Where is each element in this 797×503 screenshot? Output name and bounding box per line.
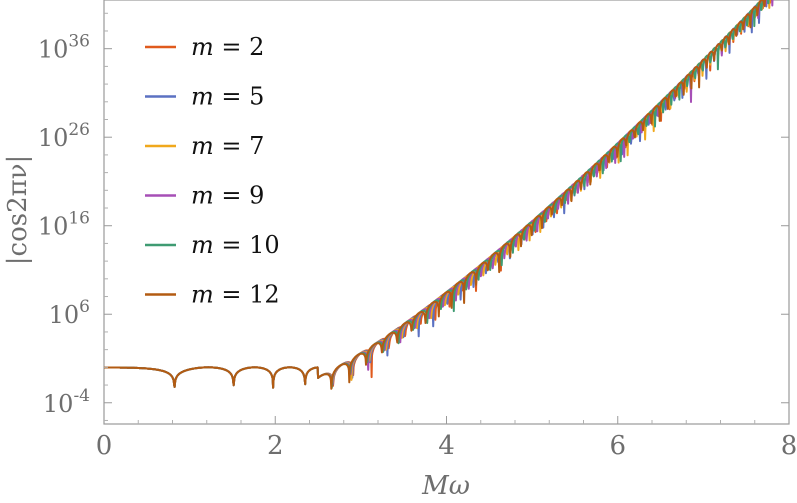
legend-label: m = 10 [191,231,280,259]
legend-label: m = 12 [191,281,280,309]
x-tick-label: 6 [609,431,626,461]
legend-label: m = 5 [191,83,264,111]
plot-frame [103,0,790,425]
legend: m = 2 m = 5 m = 7 m = 9 m = 10 m = 12 [145,33,280,309]
legend-label: m = 7 [191,132,264,160]
y-tick-label: 1026 [38,120,90,152]
y-tick-label: 10-4 [43,386,90,418]
legend-label: m = 9 [191,182,264,210]
y-tick-label: 1036 [38,32,90,64]
x-axis-label: Mω [421,471,470,501]
x-tick-label: 8 [781,431,797,461]
legend-label: m = 2 [191,33,264,61]
x-tick-label: 4 [438,431,455,461]
axis-ticks: 0 2 4 6 8 10-4 106 1016 1026 1036 [38,12,797,461]
y-tick-label: 106 [49,297,90,329]
x-tick-label: 0 [96,431,113,461]
series-line-m-12 [103,0,773,390]
y-tick-label: 1016 [38,209,90,241]
x-tick-label: 2 [267,431,284,461]
data-curves [103,0,774,390]
y-axis-label: |cos2πν| [3,155,33,266]
